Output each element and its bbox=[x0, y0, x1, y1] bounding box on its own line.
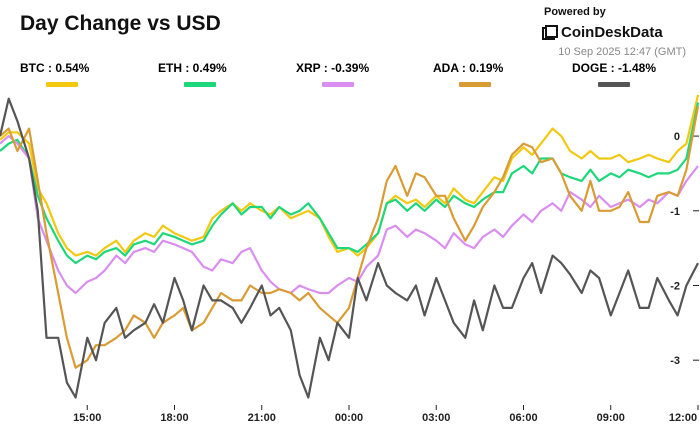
legend-swatch bbox=[459, 82, 491, 87]
legend-swatch bbox=[322, 82, 354, 87]
coindesk-logo-icon bbox=[542, 24, 558, 40]
series-line-doge bbox=[0, 97, 699, 399]
series-line-eth bbox=[0, 102, 700, 265]
x-tick-label: 21:00 bbox=[248, 412, 276, 424]
legend-item-eth: ETH : 0.49% bbox=[158, 61, 227, 87]
y-tick-label: -2 bbox=[670, 280, 680, 292]
legend-swatch bbox=[598, 82, 630, 87]
y-tick-label: -3 bbox=[670, 355, 680, 367]
powered-by-label: Powered by bbox=[544, 6, 606, 18]
legend-item-btc: BTC : 0.54% bbox=[20, 61, 89, 87]
legend-swatch bbox=[184, 82, 216, 87]
legend-label: BTC : 0.54% bbox=[20, 61, 90, 75]
x-tick-label: 18:00 bbox=[160, 412, 188, 424]
legend-item-xrp: XRP : -0.39% bbox=[296, 61, 369, 87]
legend-label: DOGE : -1.48% bbox=[572, 61, 657, 75]
y-tick-label: -1 bbox=[670, 206, 680, 218]
coindesk-logo: CoinDeskData bbox=[542, 24, 663, 41]
x-tick-label: 03:00 bbox=[422, 412, 450, 424]
legend-label: XRP : -0.39% bbox=[296, 61, 370, 75]
chart-title: Day Change vs USD bbox=[20, 12, 221, 35]
timestamp: 10 Sep 2025 12:47 (GMT) bbox=[558, 46, 686, 58]
legend-label: ADA : 0.19% bbox=[433, 61, 504, 75]
x-tick-label: 00:00 bbox=[335, 412, 363, 424]
series-line-ada bbox=[0, 106, 700, 369]
x-tick-label: 15:00 bbox=[73, 412, 101, 424]
legend-item-ada: ADA : 0.19% bbox=[433, 61, 503, 87]
legend-label: ETH : 0.49% bbox=[158, 61, 227, 75]
series-line-xrp bbox=[0, 135, 699, 295]
series-line-btc bbox=[0, 94, 700, 257]
y-tick-label: 0 bbox=[674, 131, 680, 143]
x-tick-label: 09:00 bbox=[597, 412, 625, 424]
brand-name: CoinDeskData bbox=[561, 24, 663, 41]
x-tick-label: 12:00 bbox=[669, 412, 697, 424]
legend-swatch bbox=[46, 82, 78, 87]
x-tick-label: 06:00 bbox=[509, 412, 537, 424]
legend-item-doge: DOGE : -1.48% bbox=[572, 61, 656, 87]
